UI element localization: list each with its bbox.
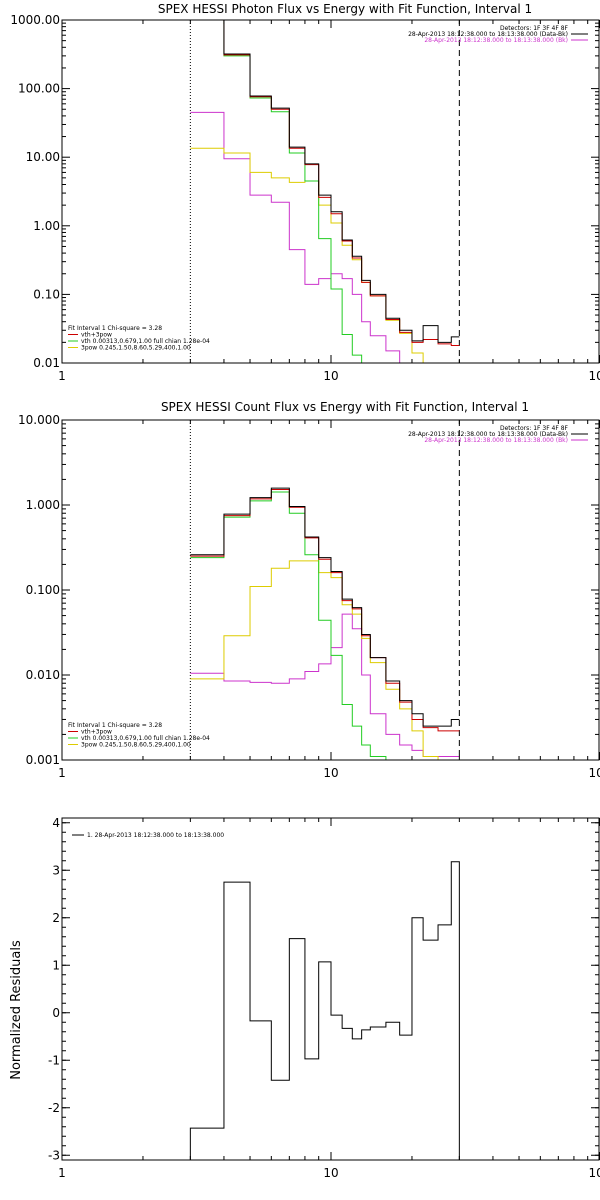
y-tick-label: 0.001 (26, 753, 60, 767)
series-vth-3pow-line (190, 20, 460, 346)
info-text: 28-Apr-2013 18:12:38.000 to 18:13:38.000… (424, 437, 568, 444)
legend-text: 1. 28-Apr-2013 18:12:38.000 to 18:13:38.… (87, 832, 224, 839)
legend-text: vth 0.00313,0.679,1.00 full chian 1.28e-… (81, 338, 210, 345)
x-tick-label: 10 (323, 1166, 338, 1180)
fit-legend: Fit Interval 1 Chi-square = 3.28vth+3pow… (68, 325, 210, 352)
fit-legend: Fit Interval 1 Chi-square = 3.28vth+3pow… (68, 722, 210, 749)
y-tick-label: -3 (48, 1148, 60, 1162)
y-tick-label: 0.010 (26, 668, 60, 682)
plot-frame (61, 419, 600, 761)
x-tick-label: 10 (323, 766, 338, 780)
legend-text: vth+3pow (81, 332, 112, 339)
info-text: 28-Apr-2013 18:12:38.000 to 18:13:38.000… (408, 431, 568, 438)
legend-text: vth+3pow (81, 729, 112, 736)
info-text: Detectors: 1F 3F 4F 8F (500, 425, 569, 432)
y-tick-label: 3 (52, 863, 60, 877)
plot-frame (61, 19, 600, 364)
series-bk-line (190, 613, 460, 757)
y-tick-label: 100.00 (18, 82, 60, 96)
y-tick-label: -1 (48, 1053, 60, 1067)
photon-flux-panel: SPEX HESSI Photon Flux vs Energy with Fi… (10, 2, 600, 383)
panel-title: SPEX HESSI Count Flux vs Energy with Fit… (161, 400, 529, 414)
x-tick-label: 100 (589, 766, 600, 780)
x-tick-label: 1 (58, 766, 66, 780)
legend-text: 3pow 0.245,1.50,8.60,5.29,400,1.00 (81, 742, 191, 749)
x-tick-label: 100 (589, 1166, 600, 1180)
axis-ticks: 1 10 100 0.001 0.010 0.100 1.000 10.000 (18, 413, 600, 780)
series-vth-3pow-line (190, 489, 460, 732)
legend-text: vth 0.00313,0.679,1.00 full chian 1.28e-… (81, 735, 210, 742)
y-tick-label: 1000.00 (10, 13, 60, 27)
info-text: Detectors: 1F 3F 4F 8F (500, 25, 569, 32)
residual-legend: 1. 28-Apr-2013 18:12:38.000 to 18:13:38.… (72, 832, 224, 839)
series-vth-line (190, 20, 460, 363)
y-tick-label: 0 (52, 1006, 60, 1020)
series-vth-line (190, 491, 460, 760)
y-tick-label: 1 (52, 958, 60, 972)
legend-text: Fit Interval 1 Chi-square = 3.28 (68, 325, 162, 332)
y-tick-label: 1.000 (26, 498, 60, 512)
y-axis-label: Normalized Residuals (9, 940, 24, 1080)
y-tick-label: 4 (52, 816, 60, 830)
info-text: 28-Apr-2013 18:12:38.000 to 18:13:38.000… (424, 37, 568, 44)
legend-text: 3pow 0.245,1.50,8.60,5.29,400,1.00 (81, 345, 191, 352)
y-tick-label: 10.00 (26, 150, 60, 164)
y-tick-label: 10.000 (18, 413, 60, 427)
x-tick-label: 1 (58, 1166, 66, 1180)
count-flux-panel: SPEX HESSI Count Flux vs Energy with Fit… (18, 400, 600, 780)
series-layer (189, 861, 460, 1160)
series-bk-line (190, 111, 460, 363)
series-data-line (190, 20, 460, 343)
series-layer (189, 20, 460, 363)
y-tick-label: 2 (52, 911, 60, 925)
x-tick-label: 1 (58, 369, 66, 383)
series-3pow-line (190, 560, 460, 760)
y-tick-label: -2 (48, 1101, 60, 1115)
series-layer (189, 420, 460, 760)
series-data-line (190, 487, 460, 727)
axis-ticks: 1 10 100 0.01 0.10 1.00 10.00 100.00 1000.00 (10, 13, 600, 383)
y-tick-label: 0.10 (33, 287, 60, 301)
y-tick-label: 1.00 (33, 219, 60, 233)
axis-ticks: 1 10 100 -3 -2 -1 0 1 2 3 4 (48, 816, 600, 1180)
y-tick-label: 0.100 (26, 583, 60, 597)
x-tick-label: 10 (323, 369, 338, 383)
y-tick-label: 0.01 (33, 356, 60, 370)
residuals-panel: Normalized Residuals 1 10 100 -3 -2 -1 0 1 2 3 4 1… (9, 816, 600, 1180)
panel-title: SPEX HESSI Photon Flux vs Energy with Fi… (158, 2, 532, 16)
info-text: 28-Apr-2013 18:12:38.000 to 18:13:38.000… (408, 31, 568, 38)
series-3pow-line (190, 147, 460, 363)
legend-text: Fit Interval 1 Chi-square = 3.28 (68, 722, 162, 729)
series-1-28-apr-2013-18-12-38-000-to-18-13-38-000-line (189, 861, 460, 1160)
x-tick-label: 100 (589, 369, 600, 383)
